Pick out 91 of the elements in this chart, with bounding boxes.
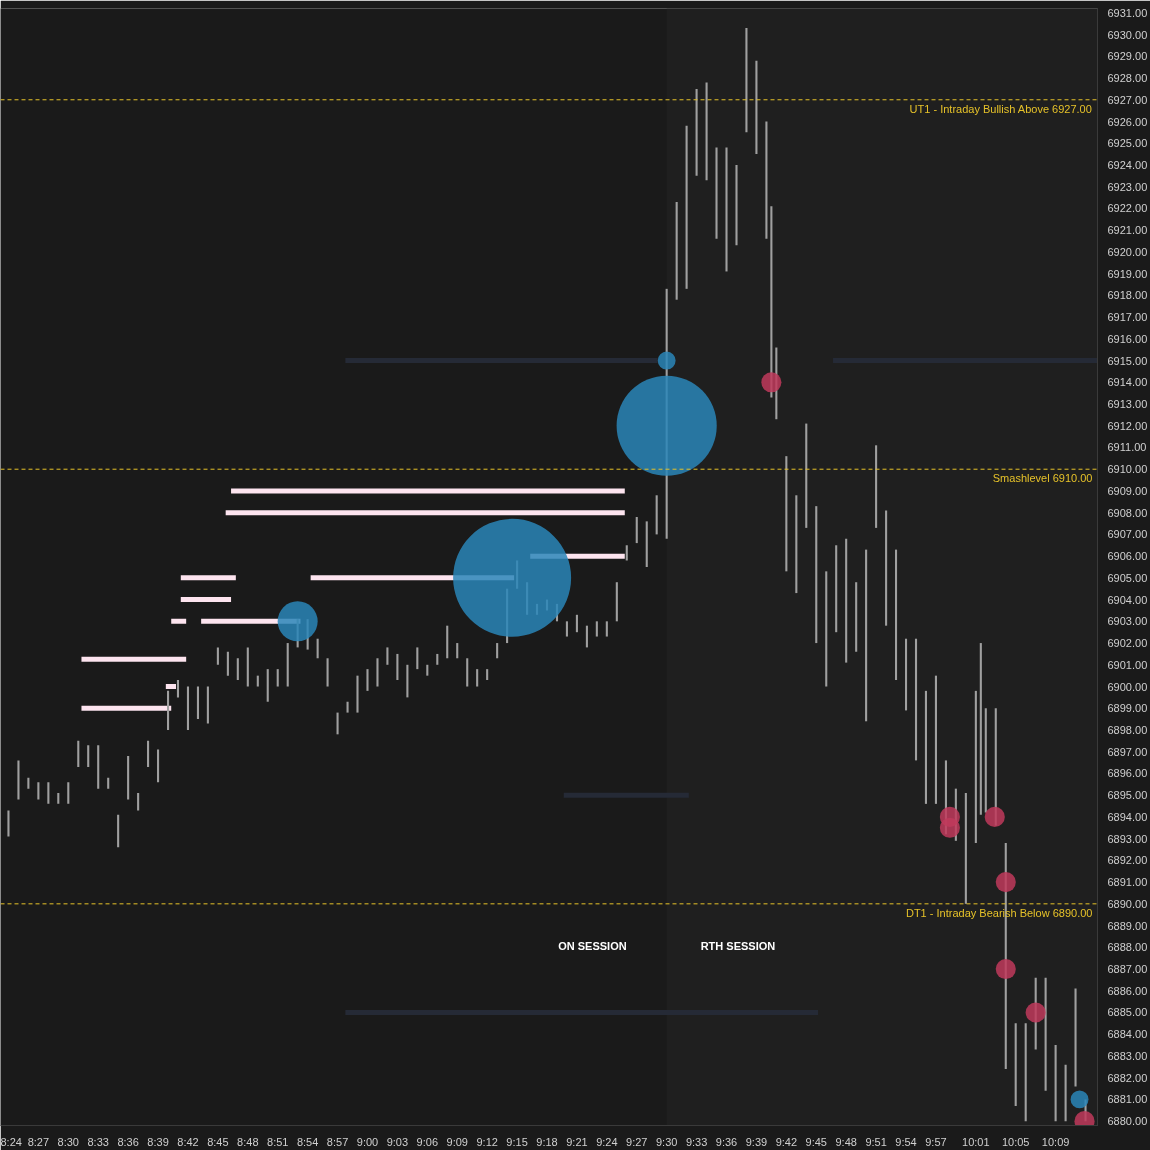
x-tick-label: 8:51 <box>267 1135 289 1148</box>
y-tick-label: 6927.00 <box>1107 93 1148 106</box>
y-tick-label: 6882.00 <box>1107 1071 1148 1084</box>
x-tick-label: 9:06 <box>416 1135 439 1148</box>
y-tick-label: 6905.00 <box>1107 571 1148 584</box>
y-tick-label: 6892.00 <box>1107 854 1148 867</box>
x-tick-label: 8:36 <box>117 1135 139 1148</box>
y-tick-label: 6921.00 <box>1107 224 1148 237</box>
y-tick-label: 6883.00 <box>1107 1049 1148 1062</box>
y-tick-label: 6888.00 <box>1107 941 1148 954</box>
x-tick-label: 9:15 <box>506 1135 528 1148</box>
x-tick-label: 9:45 <box>805 1135 827 1148</box>
y-tick-label: 6931.00 <box>1107 6 1148 19</box>
y-tick-label: 6923.00 <box>1107 180 1148 193</box>
y-tick-label: 6917.00 <box>1107 311 1148 324</box>
x-tick-label: 9:27 <box>626 1135 648 1148</box>
y-tick-label: 6930.00 <box>1107 28 1148 41</box>
x-tick-label: 9:33 <box>685 1135 708 1148</box>
y-tick-label: 6907.00 <box>1107 528 1148 541</box>
x-tick-label: 8:33 <box>87 1135 109 1148</box>
x-tick-label: 9:39 <box>745 1135 768 1148</box>
y-tick-label: 6901.00 <box>1107 658 1148 671</box>
y-tick-label: 6886.00 <box>1107 984 1148 997</box>
x-tick-label: 9:21 <box>566 1135 588 1148</box>
y-tick-label: 6884.00 <box>1107 1028 1148 1041</box>
y-tick-label: 6880.00 <box>1107 1115 1148 1128</box>
y-tick-label: 6914.00 <box>1107 376 1148 389</box>
x-tick-label: 9:51 <box>865 1135 887 1148</box>
y-tick-label: 6897.00 <box>1107 745 1148 758</box>
x-tick-label: 9:03 <box>386 1135 409 1148</box>
x-tick-label: 8:39 <box>147 1135 169 1148</box>
x-tick-label: 9:36 <box>715 1135 738 1148</box>
x-tick-label: 9:12 <box>476 1135 498 1148</box>
x-tick-label: 10:09 <box>1041 1135 1070 1148</box>
ref-line-label: Smashlevel 6910.00 <box>992 472 1093 485</box>
y-tick-label: 6926.00 <box>1107 115 1148 128</box>
y-tick-label: 6924.00 <box>1107 158 1148 171</box>
y-tick-label: 6890.00 <box>1107 897 1148 910</box>
y-tick-label: 6889.00 <box>1107 919 1148 932</box>
y-tick-label: 6887.00 <box>1107 963 1148 976</box>
y-tick-label: 6895.00 <box>1107 789 1148 802</box>
y-tick-label: 6919.00 <box>1107 267 1148 280</box>
x-tick-label: 9:48 <box>835 1135 857 1148</box>
x-tick-label: 8:57 <box>326 1135 349 1148</box>
y-tick-label: 6894.00 <box>1107 810 1148 823</box>
annotation: ON SESSION <box>558 939 627 952</box>
y-tick-label: 6912.00 <box>1107 419 1148 432</box>
x-tick-label: 8:30 <box>57 1135 80 1148</box>
x-tick-label: 9:30 <box>655 1135 678 1148</box>
y-tick-label: 6902.00 <box>1107 637 1148 650</box>
y-tick-label: 6928.00 <box>1107 72 1148 85</box>
x-tick-label: 9:18 <box>536 1135 558 1148</box>
y-tick-label: 6881.00 <box>1107 1093 1148 1106</box>
y-tick-label: 6915.00 <box>1107 354 1148 367</box>
y-tick-label: 6913.00 <box>1107 398 1148 411</box>
y-tick-label: 6906.00 <box>1107 550 1148 563</box>
y-tick-label: 6904.00 <box>1107 593 1148 606</box>
y-tick-label: 6903.00 <box>1107 615 1148 628</box>
y-tick-label: 6922.00 <box>1107 202 1148 215</box>
x-tick-label: 10:05 <box>1001 1135 1030 1148</box>
annotation: RTH SESSION <box>700 939 776 952</box>
y-tick-label: 6910.00 <box>1107 463 1148 476</box>
y-tick-label: 6911.00 <box>1107 441 1147 454</box>
x-tick-label: 9:00 <box>356 1135 379 1148</box>
y-tick-label: 6920.00 <box>1107 245 1148 258</box>
x-tick-label: 8:27 <box>27 1135 50 1148</box>
y-tick-label: 6899.00 <box>1107 702 1148 715</box>
x-tick-label: 9:24 <box>596 1135 618 1148</box>
x-tick-label: 10:01 <box>962 1135 990 1148</box>
x-tick-label: 9:42 <box>775 1135 798 1148</box>
y-tick-label: 6891.00 <box>1107 876 1148 889</box>
y-tick-label: 6918.00 <box>1107 289 1148 302</box>
x-tick-label: 9:09 <box>446 1135 468 1148</box>
x-tick-label: 9:54 <box>895 1135 917 1148</box>
x-tick-label: 8:54 <box>296 1135 319 1148</box>
x-tick-label: 8:24 <box>0 1135 22 1148</box>
x-tick-label: 8:42 <box>177 1135 199 1148</box>
ref-line-label: UT1 - Intraday Bullish Above 6927.00 <box>909 102 1092 115</box>
y-tick-label: 6900.00 <box>1107 680 1148 693</box>
y-tick-label: 6929.00 <box>1107 50 1148 63</box>
y-tick-label: 6898.00 <box>1107 723 1148 736</box>
y-tick-label: 6896.00 <box>1107 767 1148 780</box>
x-tick-label: 8:48 <box>237 1135 259 1148</box>
y-tick-label: 6893.00 <box>1107 832 1148 845</box>
y-tick-label: 6908.00 <box>1107 506 1148 519</box>
y-tick-label: 6885.00 <box>1107 1006 1148 1019</box>
y-tick-label: 6925.00 <box>1107 137 1148 150</box>
x-tick-label: 9:57 <box>925 1135 947 1148</box>
y-tick-label: 6909.00 <box>1107 484 1148 497</box>
x-tick-label: 8:45 <box>207 1135 229 1148</box>
y-tick-label: 6916.00 <box>1107 332 1148 345</box>
